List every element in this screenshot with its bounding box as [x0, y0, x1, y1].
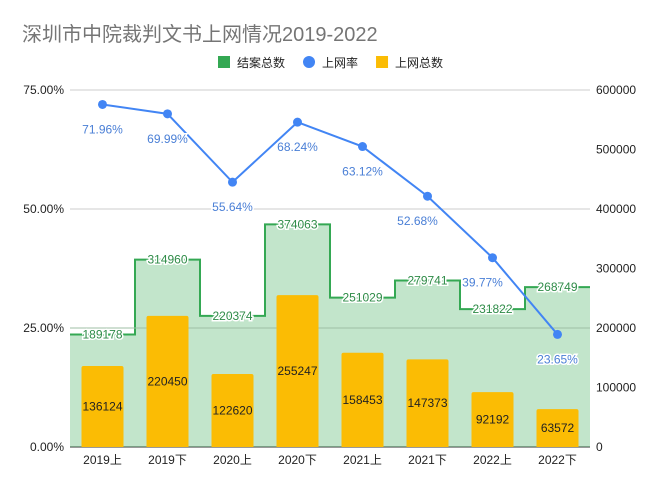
stepped-area-line — [70, 223, 590, 336]
bar — [341, 352, 384, 447]
legend-label: 上网率 — [322, 55, 358, 70]
chart-title: 深圳市中院裁判文书上网情况2019-2022 — [22, 24, 378, 46]
bar-label: 122620 — [212, 404, 252, 418]
bar — [276, 295, 319, 447]
bar — [211, 374, 254, 447]
legend-label: 上网总数 — [395, 55, 443, 70]
area-label: 220374 — [212, 309, 252, 323]
x-axis-tick: 2020下 — [278, 453, 317, 467]
rate-label: 55.64% — [212, 200, 253, 214]
right-axis-tick: 200000 — [596, 321, 636, 335]
legend-marker — [218, 56, 230, 68]
rate-point — [358, 142, 367, 152]
bar — [146, 315, 189, 447]
rate-point — [228, 177, 237, 187]
left-axis-tick: 25.00% — [23, 321, 64, 335]
bar-label: 63572 — [541, 421, 575, 435]
x-axis-tick: 2021上 — [343, 453, 382, 467]
area-label: 268749 — [537, 280, 577, 294]
bar — [406, 359, 449, 447]
rate-label: 52.68% — [397, 214, 438, 228]
rate-label: 63.12% — [342, 165, 383, 179]
rate-label: 71.96% — [82, 122, 123, 136]
right-axis-tick: 400000 — [596, 202, 636, 216]
x-axis-tick: 2022下 — [538, 453, 577, 467]
bar — [81, 366, 124, 447]
rate-point — [293, 117, 302, 127]
rate-point — [163, 109, 172, 119]
right-axis-tick: 0 — [596, 440, 603, 454]
area-label: 374063 — [277, 217, 317, 231]
bar — [536, 409, 579, 447]
area-label: 314960 — [147, 253, 187, 267]
right-axis-tick: 100000 — [596, 381, 636, 395]
rate-line — [102, 103, 559, 336]
right-axis-tick: 300000 — [596, 262, 636, 276]
x-axis-tick: 2022上 — [473, 453, 512, 467]
bar-label: 147373 — [407, 396, 447, 410]
area-label: 279741 — [407, 274, 447, 288]
left-axis-tick: 0.00% — [30, 440, 64, 454]
area-label: 251029 — [342, 291, 382, 305]
rate-point — [98, 99, 107, 109]
rate-point — [553, 329, 562, 339]
bar-label: 136124 — [82, 400, 122, 414]
rate-point — [488, 253, 497, 263]
rate-label: 69.99% — [147, 132, 188, 146]
legend-marker — [303, 56, 316, 68]
legend-label: 结案总数 — [237, 55, 285, 70]
right-axis-tick: 500000 — [596, 143, 636, 157]
rate-label: 23.65% — [537, 352, 578, 366]
right-axis-tick: 600000 — [596, 83, 636, 97]
bar-label: 220450 — [147, 374, 187, 388]
x-axis-tick: 2019上 — [83, 453, 122, 467]
legend-marker — [376, 56, 389, 68]
x-axis-tick: 2021下 — [408, 453, 447, 467]
bar — [471, 392, 514, 447]
bar-label: 255247 — [277, 364, 317, 378]
rate-label: 39.77% — [462, 276, 503, 290]
rate-label: 68.24% — [277, 140, 318, 154]
area-label: 189178 — [82, 327, 122, 341]
bar-label: 92192 — [476, 413, 510, 427]
left-axis-tick: 75.00% — [23, 83, 64, 97]
rate-point — [423, 191, 432, 201]
x-axis-tick: 2019下 — [148, 453, 187, 467]
left-axis-tick: 50.00% — [23, 202, 64, 216]
bar-label: 158453 — [342, 393, 382, 407]
area-label: 231822 — [472, 302, 512, 316]
x-axis-tick: 2020上 — [213, 453, 252, 467]
